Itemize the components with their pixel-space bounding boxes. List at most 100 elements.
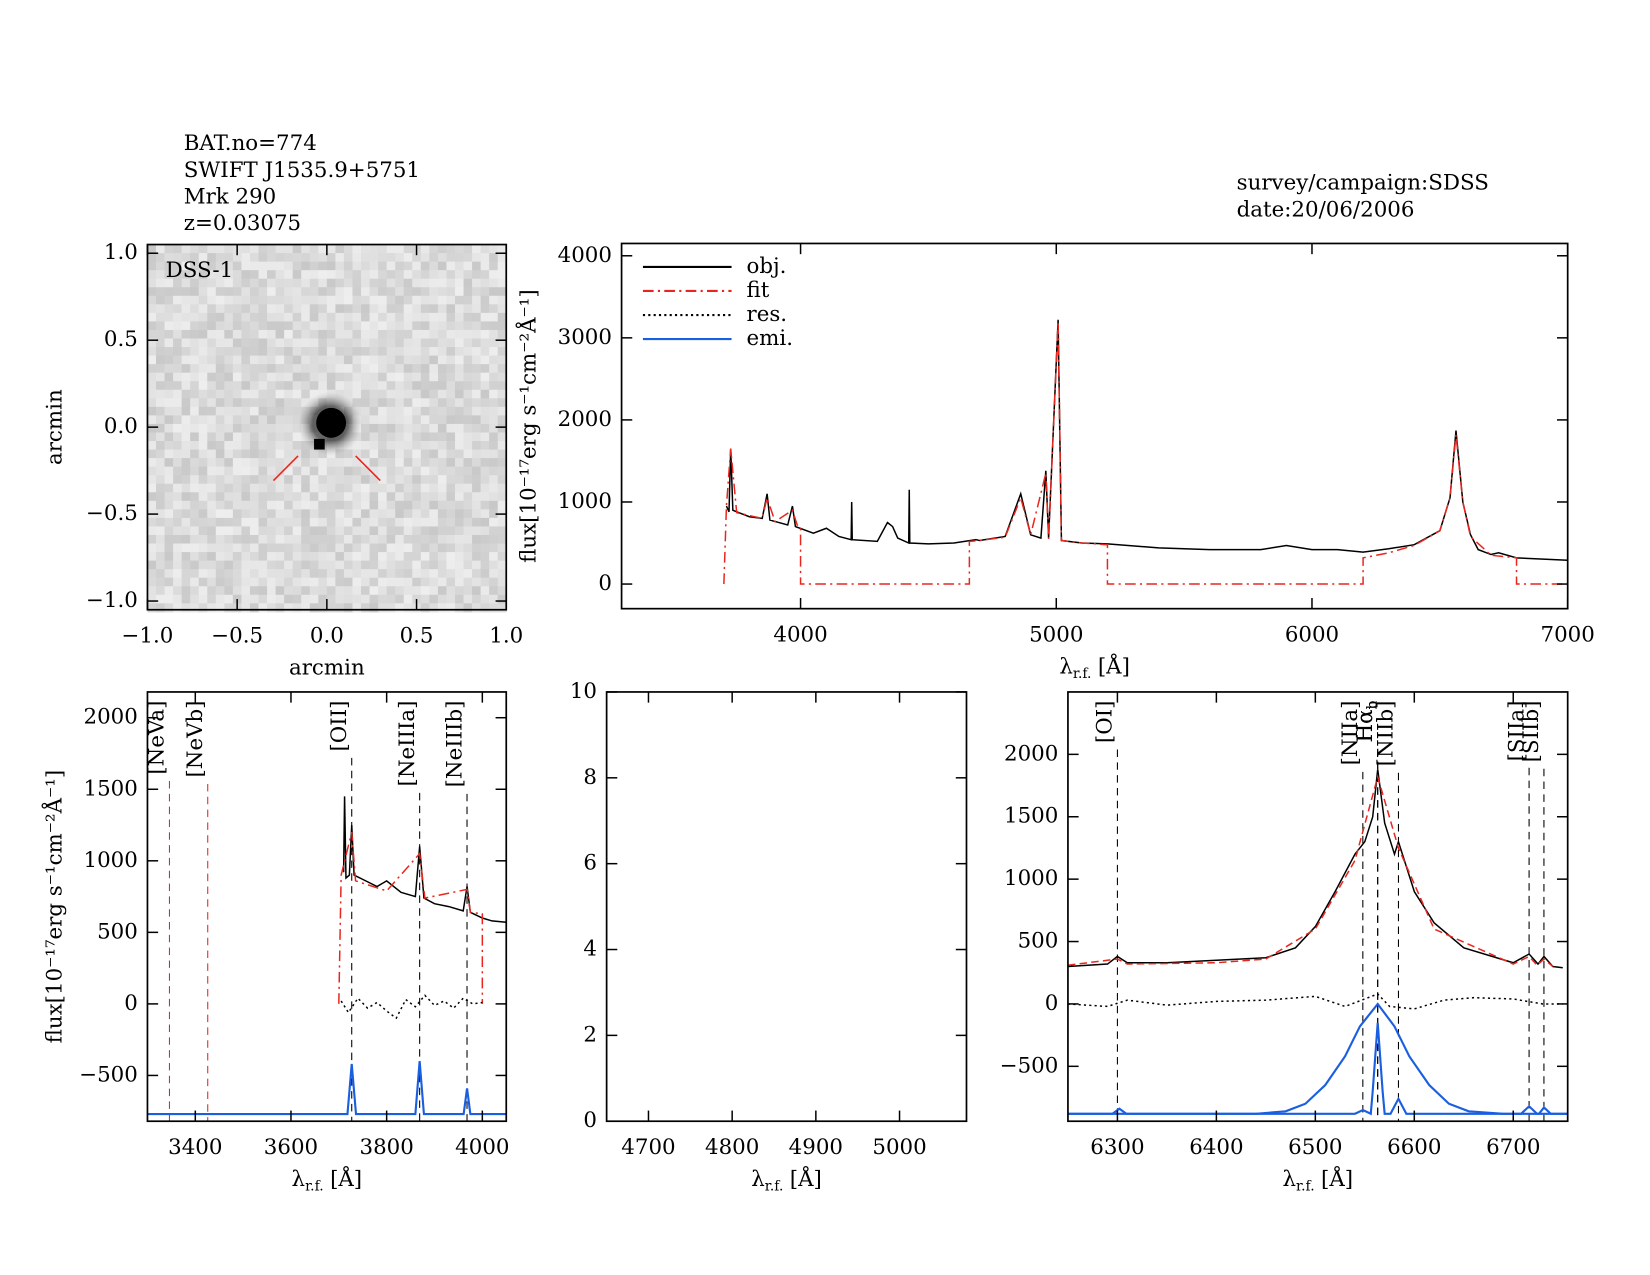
image-pixel (463, 500, 473, 510)
image-pixel (198, 458, 208, 468)
image-pixel (164, 278, 174, 288)
image-pixel (412, 586, 422, 596)
image-pixel (207, 423, 217, 434)
image-pixel (395, 253, 405, 263)
image-pixel (420, 552, 430, 562)
image-pixel (164, 552, 174, 562)
image-pixel (361, 253, 371, 263)
image-pixel (489, 304, 499, 314)
image-pixel (335, 534, 345, 545)
image-pixel (198, 500, 208, 510)
image-pixel (224, 278, 234, 288)
image-pixel (241, 287, 251, 297)
image-pixel (207, 406, 217, 416)
image-pixel (258, 415, 268, 425)
image-pixel (275, 586, 285, 596)
image-pixel (352, 517, 362, 527)
image-pixel (480, 389, 490, 399)
image-pixel (403, 329, 413, 340)
image-pixel (275, 398, 285, 408)
image-pixel (318, 543, 328, 553)
image-pixel (437, 270, 447, 280)
image-pixel (147, 406, 157, 416)
image-pixel (326, 475, 336, 485)
image-pixel (173, 517, 183, 527)
image-pixel (275, 381, 285, 391)
image-pixel (198, 381, 208, 391)
image-pixel (429, 244, 439, 254)
image-pixel (361, 261, 371, 271)
image-pixel (386, 253, 396, 263)
image-pixel (437, 509, 447, 519)
image-pixel (378, 321, 388, 331)
image-pixel (403, 517, 413, 527)
image-pixel (420, 594, 430, 604)
x-tick-label: 1.0 (489, 623, 523, 648)
panel: [NeVa] [NeVb] [OII] [NeIIIa] [NeIIIb]3400 360… (40, 691, 509, 1194)
image-pixel (275, 329, 285, 340)
image-pixel (437, 278, 447, 288)
image-pixel (446, 509, 456, 519)
image-pixel (361, 466, 371, 476)
image-pixel (361, 560, 371, 570)
image-pixel (386, 483, 396, 493)
image-pixel (472, 312, 482, 322)
image-pixel (412, 500, 422, 510)
image-pixel (318, 552, 328, 562)
image-pixel (241, 552, 251, 562)
image-pixel (335, 603, 345, 613)
image-pixel (241, 355, 251, 365)
image-pixel (147, 432, 157, 442)
image-pixel (173, 560, 183, 570)
image-pixel (198, 441, 208, 451)
image-pixel (232, 389, 242, 399)
image-pixel (155, 278, 166, 288)
image-pixel (147, 329, 157, 340)
image-pixel (489, 338, 499, 348)
image-pixel (352, 312, 362, 322)
series-line (1067, 993, 1563, 1010)
image-pixel (164, 560, 174, 570)
image-pixel (326, 594, 336, 604)
image-pixel (224, 509, 234, 519)
image-pixel (386, 270, 396, 280)
image-pixel (164, 475, 174, 485)
image-pixel (164, 355, 174, 365)
image-pixel (181, 569, 191, 579)
image-pixel (309, 389, 319, 399)
image-pixel (275, 569, 285, 579)
image-pixel (155, 534, 166, 545)
image-pixel (207, 278, 217, 288)
image-pixel (241, 270, 251, 280)
image-pixel (395, 577, 405, 587)
image-pixel (198, 244, 208, 254)
image-pixel (164, 364, 174, 374)
image-pixel (395, 441, 405, 451)
image-pixel (155, 347, 166, 357)
image-pixel (207, 329, 217, 340)
image-pixel (412, 423, 422, 434)
companion (314, 438, 325, 450)
image-pixel (215, 569, 225, 579)
line-name: [NeIIIb] (442, 701, 467, 788)
image-pixel (480, 577, 490, 587)
image-pixel (249, 261, 260, 271)
image-pixel (309, 355, 319, 365)
image-pixel (497, 492, 507, 502)
image-pixel (155, 372, 166, 382)
image-pixel (241, 449, 251, 459)
image-pixel (437, 552, 447, 562)
image-pixel (386, 552, 396, 562)
image-pixel (173, 321, 183, 331)
image-pixel (301, 372, 311, 382)
image-pixel (472, 329, 482, 340)
image-pixel (147, 526, 157, 536)
image-pixel (361, 569, 371, 579)
image-pixel (326, 466, 336, 476)
image-pixel (241, 543, 251, 553)
image-pixel (232, 423, 242, 434)
image-pixel (454, 372, 465, 382)
image-pixel (369, 312, 379, 322)
image-pixel (267, 526, 277, 536)
series-line (723, 321, 1568, 585)
